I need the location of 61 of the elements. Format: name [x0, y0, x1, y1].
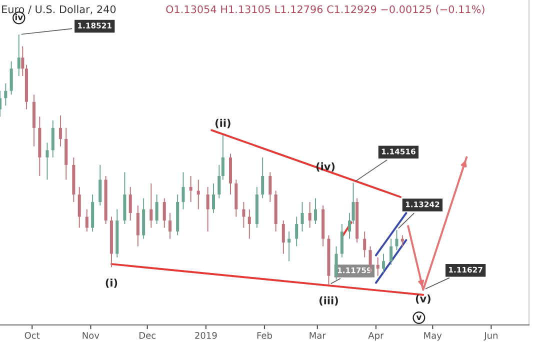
candlestick — [314, 198, 318, 225]
candlestick — [85, 208, 88, 232]
candlestick — [128, 186, 132, 222]
candlestick — [21, 46, 24, 77]
candlestick — [261, 156, 264, 199]
candlestick — [78, 186, 81, 228]
annotation: (i) — [106, 278, 118, 288]
candlestick — [4, 82, 8, 106]
candlestick — [58, 114, 62, 147]
x-tick-label: Mar — [310, 332, 326, 339]
x-tick-label: Oct — [24, 332, 40, 339]
candlestick — [282, 220, 285, 254]
candlestick — [340, 224, 344, 258]
candlestick — [334, 246, 338, 280]
candlestick — [363, 231, 366, 258]
candlestick — [218, 164, 221, 199]
candlestick — [212, 182, 215, 214]
candlestick — [295, 216, 298, 247]
candlestick — [182, 172, 185, 210]
candlestick — [189, 175, 192, 202]
annotation: (ii) — [215, 118, 230, 128]
candlestick — [46, 142, 49, 180]
x-tick-label: 2019 — [195, 332, 217, 339]
chart-title: Euro / U.S. Dollar, 240 — [2, 5, 116, 14]
candlestick — [17, 34, 20, 77]
candlestick — [136, 205, 140, 247]
x-tick-label: Dec — [140, 332, 156, 339]
x-tick-label: Feb — [257, 332, 272, 339]
x-tick-label: Apr — [368, 332, 384, 341]
annotation: (iv) — [316, 162, 335, 172]
candlestick — [98, 164, 102, 206]
candlestick — [155, 194, 158, 225]
annotation: (v) — [416, 294, 430, 304]
annotation: (iii) — [320, 296, 338, 306]
candlestick — [395, 230, 398, 251]
candlestick — [390, 238, 393, 266]
candlestick — [242, 202, 246, 228]
candlestick — [206, 186, 210, 232]
candlestick — [168, 212, 172, 240]
candlestick — [150, 182, 153, 228]
annotation: iv — [15, 14, 23, 20]
x-tick-label: Jun — [484, 332, 498, 341]
chart-subtitle: O1.13054 H1.13105 L1.12796 C1.12929 −0.00125 (−0.11%) — [166, 5, 484, 14]
candlestick — [248, 208, 251, 240]
text: v — [416, 315, 422, 320]
candlestick — [288, 231, 291, 262]
candlestick — [268, 172, 272, 202]
candlestick — [382, 253, 386, 273]
candlestick — [352, 182, 355, 225]
candlestick — [376, 256, 380, 276]
candlestick — [400, 234, 404, 247]
candlestick — [162, 198, 166, 228]
candlestick — [221, 134, 224, 180]
candlestick — [348, 212, 352, 240]
x-tick-label: Nov — [82, 332, 100, 339]
candlestick — [10, 60, 13, 96]
candlestick — [51, 120, 54, 158]
x-tick-label: May — [424, 332, 442, 341]
candlestick — [300, 202, 304, 232]
candlestick — [308, 202, 312, 228]
candlestick — [196, 179, 200, 210]
